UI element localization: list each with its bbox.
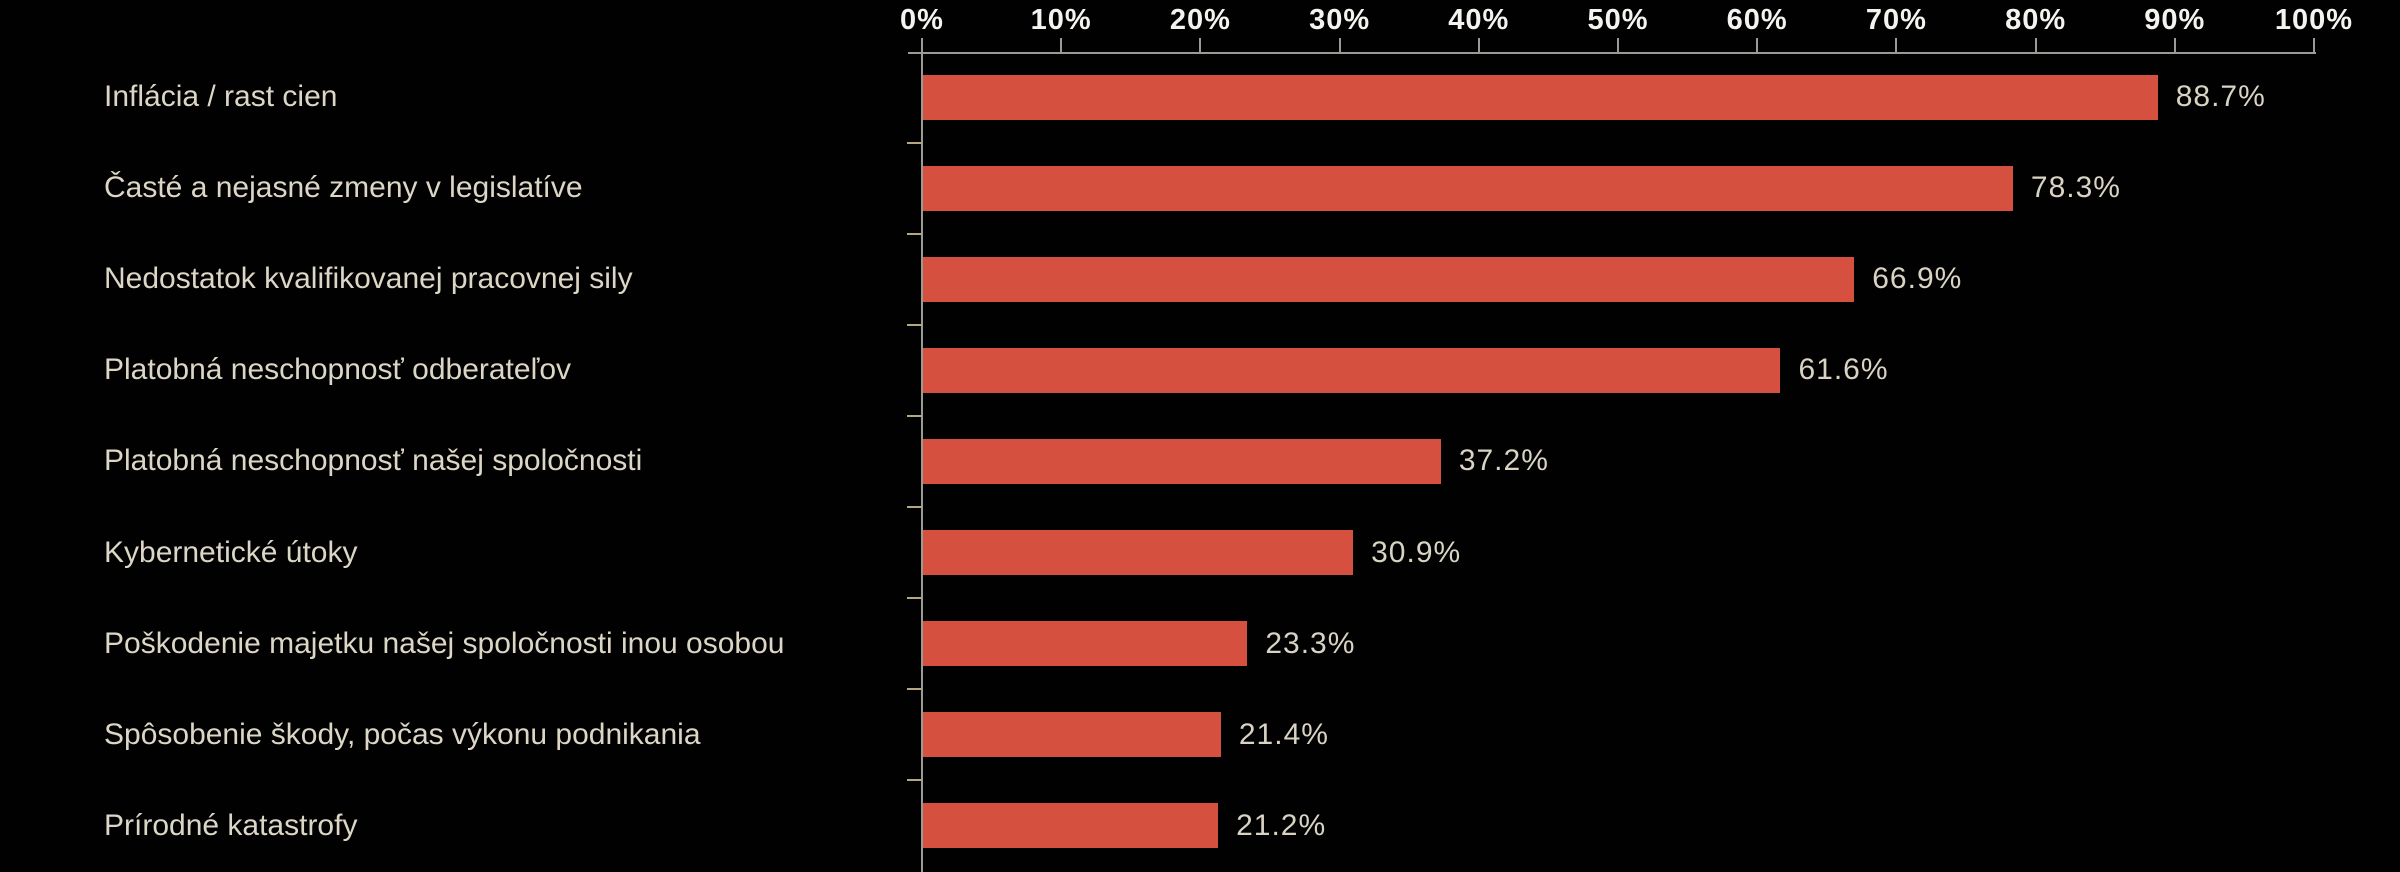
- bar: [923, 74, 2158, 120]
- category-label: Časté a nejasné zmeny v legislatíve: [104, 171, 583, 205]
- x-axis-tick-label: 10%: [1030, 4, 1092, 36]
- y-axis-tick: [907, 779, 922, 782]
- category-label: Kybernetické útoky: [104, 535, 358, 569]
- x-axis-tick: [1756, 38, 1759, 53]
- x-axis-tick-label: 0%: [900, 4, 944, 36]
- x-axis-tick: [1338, 38, 1341, 53]
- value-label: 23.3%: [1265, 626, 1356, 660]
- bar: [923, 256, 1855, 302]
- category-label: Platobná neschopnosť odberateľov: [104, 353, 572, 387]
- value-label: 37.2%: [1458, 444, 1549, 478]
- bar: [923, 530, 1354, 575]
- x-axis-tick-label: 60%: [1726, 4, 1788, 36]
- value-label: 61.6%: [1798, 353, 1889, 387]
- y-axis-tick: [907, 232, 922, 235]
- x-axis-tick-label: 80%: [2005, 4, 2067, 36]
- bar: [923, 347, 1781, 393]
- value-label: 66.9%: [1872, 262, 1963, 296]
- y-axis-tick: [907, 141, 922, 144]
- x-axis-tick-label: 100%: [2274, 4, 2354, 36]
- y-axis-tick: [907, 414, 922, 417]
- value-label: 30.9%: [1371, 535, 1462, 569]
- value-label: 21.2%: [1236, 808, 1327, 842]
- bar: [923, 803, 1219, 849]
- bar: [923, 165, 2013, 211]
- y-axis-line: [921, 38, 923, 872]
- x-axis-tick: [1060, 38, 1063, 53]
- x-axis-tick: [1199, 38, 1202, 53]
- category-label: Platobná neschopnosť našej spoločnosti: [104, 444, 643, 478]
- category-label: Inflácia / rast cien: [104, 80, 338, 113]
- x-axis-tick-label: 40%: [1448, 4, 1510, 36]
- y-axis-tick: [907, 688, 922, 691]
- bar: [923, 438, 1441, 484]
- x-axis-tick: [1477, 38, 1480, 53]
- value-label: 88.7%: [2175, 80, 2266, 113]
- y-axis-tick: [907, 597, 922, 600]
- category-label: Spôsobenie škody, počas výkonu podnikani…: [104, 717, 701, 751]
- value-label: 78.3%: [2030, 171, 2121, 205]
- bar: [923, 621, 1248, 667]
- x-axis-tick-label: 70%: [1865, 4, 1927, 36]
- x-axis-line: [908, 52, 2316, 54]
- x-axis-tick: [1617, 38, 1619, 53]
- x-axis-tick: [1895, 38, 1898, 53]
- bar: [923, 712, 1221, 758]
- y-axis-tick: [907, 505, 922, 508]
- x-axis-tick-label: 90%: [2144, 4, 2206, 36]
- x-axis-tick: [2173, 38, 2176, 53]
- x-axis-tick: [2034, 38, 2037, 53]
- category-label: Poškodenie majetku našej spoločnosti ino…: [104, 626, 785, 660]
- x-axis-tick-label: 20%: [1169, 4, 1231, 36]
- category-label: Prírodné katastrofy: [104, 808, 358, 842]
- x-axis-tick: [921, 38, 923, 53]
- x-axis-tick-label: 50%: [1587, 4, 1649, 36]
- category-label: Nedostatok kvalifikovanej pracovnej sily: [104, 262, 633, 296]
- value-label: 21.4%: [1238, 717, 1329, 751]
- y-axis-tick: [907, 323, 922, 326]
- x-axis-tick: [2313, 38, 2315, 53]
- x-axis-tick-label: 30%: [1309, 4, 1371, 36]
